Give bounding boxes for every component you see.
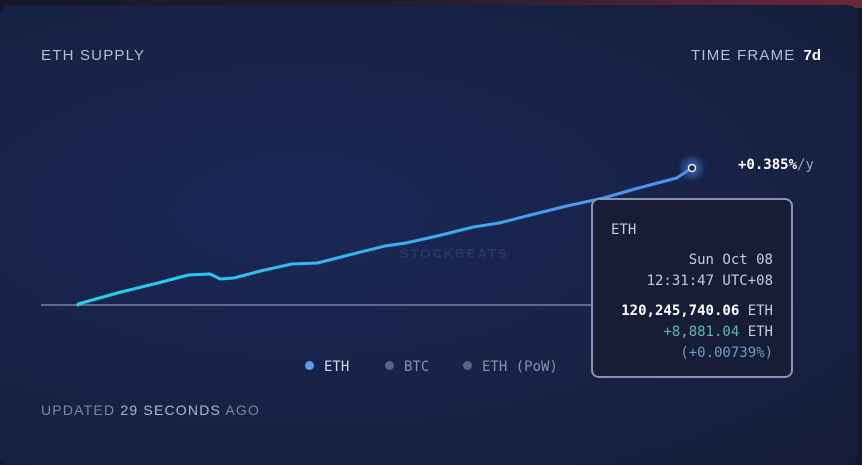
legend-item-eth[interactable]: ETH — [305, 359, 349, 375]
top-accent-bar — [0, 0, 862, 8]
tooltip-time: 12:31:47 UTC+08 — [646, 273, 773, 289]
tooltip-date: Sun Oct 08 — [688, 252, 773, 268]
updated-prefix: UPDATED — [41, 402, 116, 418]
eth-series-line — [76, 166, 694, 307]
tooltip-change-pct: (+0.00739%) — [680, 345, 773, 361]
tooltip-change-unit: ETH — [747, 324, 773, 340]
time-frame-selector[interactable]: TIME FRAME 7d — [691, 47, 821, 64]
tooltip: ETH Sun Oct 08 12:31:47 UTC+08 120,245,7… — [591, 198, 793, 378]
tooltip-change: +8,881.04 — [663, 324, 740, 340]
updated-count: 29 SECONDS — [120, 402, 222, 418]
endpoint-marker[interactable] — [687, 163, 697, 173]
legend-label: BTC — [404, 359, 430, 375]
time-frame-value[interactable]: 7d — [803, 47, 821, 64]
updated-status: UPDATED 29 SECONDS AGO — [41, 402, 260, 418]
legend-dot-icon — [463, 361, 472, 370]
rate-unit: /y — [797, 157, 814, 173]
legend-dot-icon — [305, 361, 314, 370]
watermark-logo: STOCKBEATS — [400, 246, 509, 261]
tooltip-supply: 120,245,740.06 — [621, 303, 740, 319]
rate-value: +0.385% — [738, 157, 798, 173]
legend-item-btc[interactable]: BTC — [385, 359, 429, 375]
tooltip-series: ETH — [611, 222, 637, 238]
updated-suffix: AGO — [225, 402, 261, 418]
time-frame-label: TIME FRAME — [690, 47, 796, 64]
card-title: ETH SUPPLY — [41, 47, 146, 64]
legend-label: ETH (PoW) — [482, 359, 558, 375]
tooltip-supply-unit: ETH — [747, 303, 773, 319]
legend-item-eth-pow[interactable]: ETH (PoW) — [463, 359, 558, 375]
annual-rate: +0.385%/y — [738, 157, 814, 173]
legend-label: ETH — [324, 359, 350, 375]
legend-dot-icon — [385, 361, 394, 370]
